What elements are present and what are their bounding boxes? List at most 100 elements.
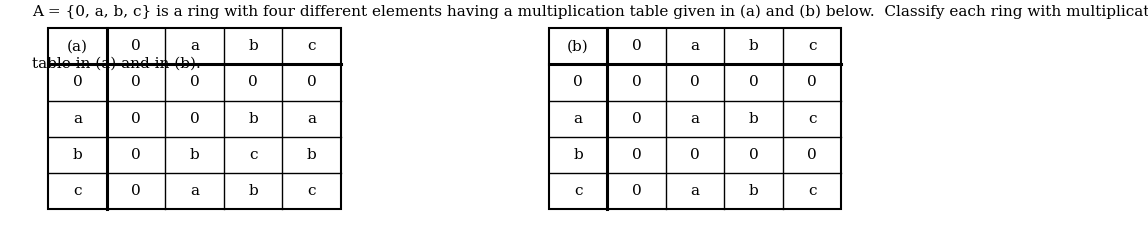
Text: 0: 0	[631, 39, 642, 53]
Bar	[107, 64, 165, 101]
Text: 0: 0	[189, 112, 200, 126]
Text: c: c	[308, 184, 316, 198]
Text: b: b	[189, 148, 200, 162]
Text: c: c	[308, 39, 316, 53]
Bar	[666, 28, 724, 64]
Text: c: c	[808, 112, 816, 126]
Bar	[607, 64, 666, 101]
Text: b: b	[248, 184, 258, 198]
Text: 0: 0	[131, 184, 141, 198]
Text: a: a	[73, 112, 82, 126]
Bar	[724, 28, 783, 64]
Bar	[165, 173, 224, 209]
Bar	[724, 64, 783, 101]
Text: 0: 0	[631, 76, 642, 89]
Text: c: c	[73, 184, 82, 198]
Text: c: c	[808, 39, 816, 53]
Text: 0: 0	[573, 76, 583, 89]
Text: 0: 0	[131, 76, 141, 89]
Text: 0: 0	[748, 148, 759, 162]
Bar	[549, 173, 607, 209]
Bar	[165, 28, 224, 64]
Bar	[607, 173, 666, 209]
Bar	[224, 64, 282, 101]
Bar	[48, 64, 107, 101]
Bar	[107, 28, 165, 64]
Bar	[224, 137, 282, 173]
Bar	[224, 173, 282, 209]
Bar	[165, 64, 224, 101]
Text: b: b	[748, 184, 759, 198]
Text: table in (a) and in (b).: table in (a) and in (b).	[32, 56, 201, 70]
Text: b: b	[248, 39, 258, 53]
Text: 0: 0	[307, 76, 317, 89]
Text: a: a	[574, 112, 582, 126]
Text: a: a	[191, 184, 199, 198]
Bar	[165, 101, 224, 137]
Bar	[783, 173, 841, 209]
Text: a: a	[191, 39, 199, 53]
Bar	[282, 137, 341, 173]
Text: 0: 0	[248, 76, 258, 89]
Bar	[48, 137, 107, 173]
Text: 0: 0	[748, 76, 759, 89]
Text: 0: 0	[131, 39, 141, 53]
Bar	[549, 137, 607, 173]
Text: 0: 0	[189, 76, 200, 89]
Text: 0: 0	[807, 148, 817, 162]
Bar	[224, 28, 282, 64]
Bar	[107, 101, 165, 137]
Text: b: b	[248, 112, 258, 126]
Bar	[48, 101, 107, 137]
Bar	[549, 64, 607, 101]
Bar	[666, 137, 724, 173]
Bar	[224, 101, 282, 137]
Bar	[783, 64, 841, 101]
Bar	[282, 101, 341, 137]
Bar	[48, 28, 107, 64]
Bar	[549, 28, 841, 209]
Bar	[666, 64, 724, 101]
Bar	[107, 137, 165, 173]
Text: 0: 0	[690, 148, 700, 162]
Bar	[783, 137, 841, 173]
Text: b: b	[72, 148, 83, 162]
Bar	[783, 101, 841, 137]
Text: a: a	[308, 112, 316, 126]
Text: A = {0, a, b, c} is a ring with four different elements having a multiplication : A = {0, a, b, c} is a ring with four dif…	[32, 5, 1148, 19]
Bar	[48, 28, 341, 209]
Bar	[724, 101, 783, 137]
Text: a: a	[691, 39, 699, 53]
Text: b: b	[748, 39, 759, 53]
Bar	[666, 173, 724, 209]
Bar	[282, 64, 341, 101]
Bar	[724, 137, 783, 173]
Text: 0: 0	[631, 112, 642, 126]
Bar	[549, 28, 607, 64]
Text: 0: 0	[631, 148, 642, 162]
Text: 0: 0	[690, 76, 700, 89]
Bar	[783, 28, 841, 64]
Text: b: b	[573, 148, 583, 162]
Bar	[549, 101, 607, 137]
Text: 0: 0	[72, 76, 83, 89]
Text: c: c	[808, 184, 816, 198]
Text: 0: 0	[631, 184, 642, 198]
Text: a: a	[691, 112, 699, 126]
Bar	[607, 137, 666, 173]
Text: (a): (a)	[67, 39, 88, 53]
Text: 0: 0	[131, 112, 141, 126]
Bar	[607, 101, 666, 137]
Text: c: c	[249, 148, 257, 162]
Text: b: b	[307, 148, 317, 162]
Text: (b): (b)	[567, 39, 589, 53]
Bar	[48, 173, 107, 209]
Bar	[165, 137, 224, 173]
Bar	[107, 173, 165, 209]
Bar	[282, 173, 341, 209]
Bar	[724, 173, 783, 209]
Text: 0: 0	[807, 76, 817, 89]
Text: a: a	[691, 184, 699, 198]
Text: c: c	[574, 184, 582, 198]
Bar	[666, 101, 724, 137]
